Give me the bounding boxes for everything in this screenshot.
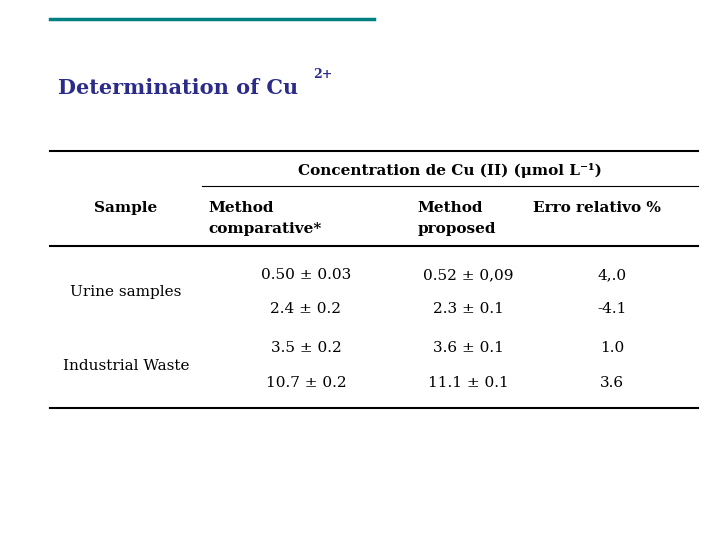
Text: proposed: proposed — [418, 222, 496, 237]
Text: Industrial Waste: Industrial Waste — [63, 359, 189, 373]
Text: 3.5 ± 0.2: 3.5 ± 0.2 — [271, 341, 341, 355]
Text: -4.1: -4.1 — [598, 302, 626, 316]
Text: 4,.0: 4,.0 — [598, 268, 626, 282]
Text: 2.3 ± 0.1: 2.3 ± 0.1 — [433, 302, 503, 316]
Text: 3.6: 3.6 — [600, 376, 624, 390]
Text: Sample: Sample — [94, 201, 158, 215]
Text: 10.7 ± 0.2: 10.7 ± 0.2 — [266, 376, 346, 390]
Text: Erro relativo %: Erro relativo % — [533, 201, 661, 215]
Text: Method: Method — [209, 201, 274, 215]
Text: 11.1 ± 0.1: 11.1 ± 0.1 — [428, 376, 508, 390]
Text: 0.52 ± 0,09: 0.52 ± 0,09 — [423, 268, 513, 282]
Text: Determination of Cu: Determination of Cu — [58, 78, 298, 98]
Text: 0.50 ± 0.03: 0.50 ± 0.03 — [261, 268, 351, 282]
Text: 1.0: 1.0 — [600, 341, 624, 355]
Text: 3.6 ± 0.1: 3.6 ± 0.1 — [433, 341, 503, 355]
Text: comparative*: comparative* — [209, 222, 322, 237]
Text: 2+: 2+ — [313, 68, 333, 80]
Text: Urine samples: Urine samples — [71, 285, 181, 299]
Text: Method: Method — [418, 201, 483, 215]
Text: 2.4 ± 0.2: 2.4 ± 0.2 — [271, 302, 341, 316]
Text: Concentration de Cu (II) (μmol L⁻¹): Concentration de Cu (II) (μmol L⁻¹) — [298, 163, 602, 178]
